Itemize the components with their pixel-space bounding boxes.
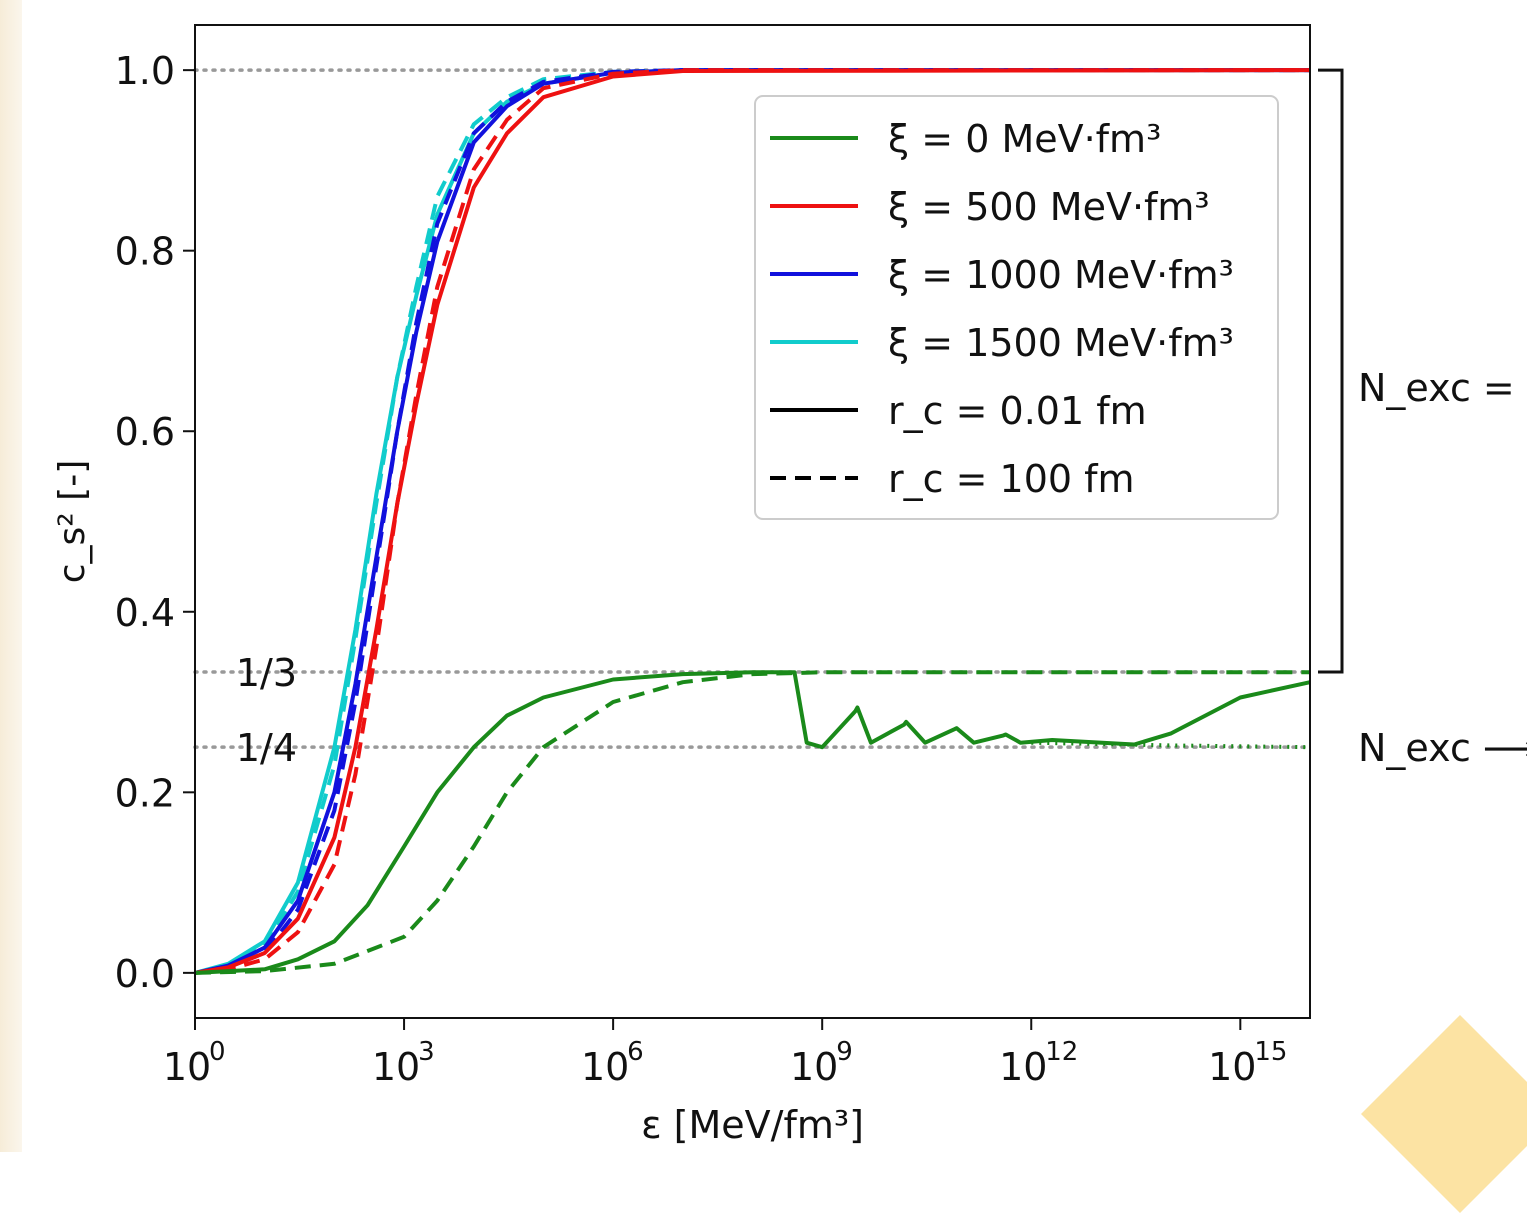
series-line [194,68,1310,975]
bracket [1318,68,1344,674]
series-line [194,68,1310,975]
legend-entry-label: r_c = 100 fm [888,457,1135,501]
x-tick-exponent: 3 [418,1037,435,1067]
x-tick-exponent: 0 [209,1037,226,1067]
x-tick-label: 10 [372,1045,420,1089]
legend-box [754,95,1279,520]
y-tick-label: 0.2 [115,771,175,815]
y-tick-label: 0.4 [115,591,175,635]
reference-line-label: 1/3 [236,651,297,695]
y-tick-label: 0.0 [115,952,175,996]
legend-entry-label: ξ = 1000 MeV·fm³ [888,253,1234,297]
y-tick-label: 1.0 [115,49,175,93]
x-tick-label: 10 [1208,1045,1256,1089]
x-tick-label: 10 [790,1045,838,1089]
x-tick-exponent: 9 [836,1037,853,1067]
legend-entry-label: r_c = 0.01 fm [888,389,1147,433]
legend-entry-label: ξ = 500 MeV·fm³ [888,185,1210,229]
y-axis-label: c_s² [-] [52,460,93,584]
x-tick-label: 10 [581,1045,629,1089]
series-lines [194,68,1311,975]
arrow-label: N_exc ⟶ ∞ [1358,726,1527,770]
series-line [194,68,1310,975]
bracket-label: N_exc = 10 [1358,366,1527,410]
left-background-strip [0,0,22,1152]
y-tick-label: 0.8 [115,230,175,274]
annotations: N_exc = 10 N_exc ⟶ ∞ [1318,68,1527,770]
x-tick-exponent: 15 [1254,1037,1287,1067]
series-line [1031,740,1311,750]
x-tick-exponent: 6 [627,1037,644,1067]
reference-line-label: 1/4 [236,726,297,770]
legend-entry-label: ξ = 1500 MeV·fm³ [888,321,1234,365]
plot-frame [194,24,1311,1019]
legend-entry-label: ξ = 0 MeV·fm³ [888,117,1161,161]
x-tick-label: 10 [999,1045,1047,1089]
legend: ξ = 0 MeV·fm³ ξ = 500 MeV·fm³ ξ = 1000 MeV… [754,95,1279,520]
series-line [194,670,1311,975]
series-line [194,68,1310,975]
x-axis-label: ε [MeV/fm³] [641,1103,864,1147]
x-tick-exponent: 12 [1045,1037,1078,1067]
x-tick-label: 10 [163,1045,211,1089]
series-line [194,670,1310,975]
y-tick-label: 0.6 [115,410,175,454]
